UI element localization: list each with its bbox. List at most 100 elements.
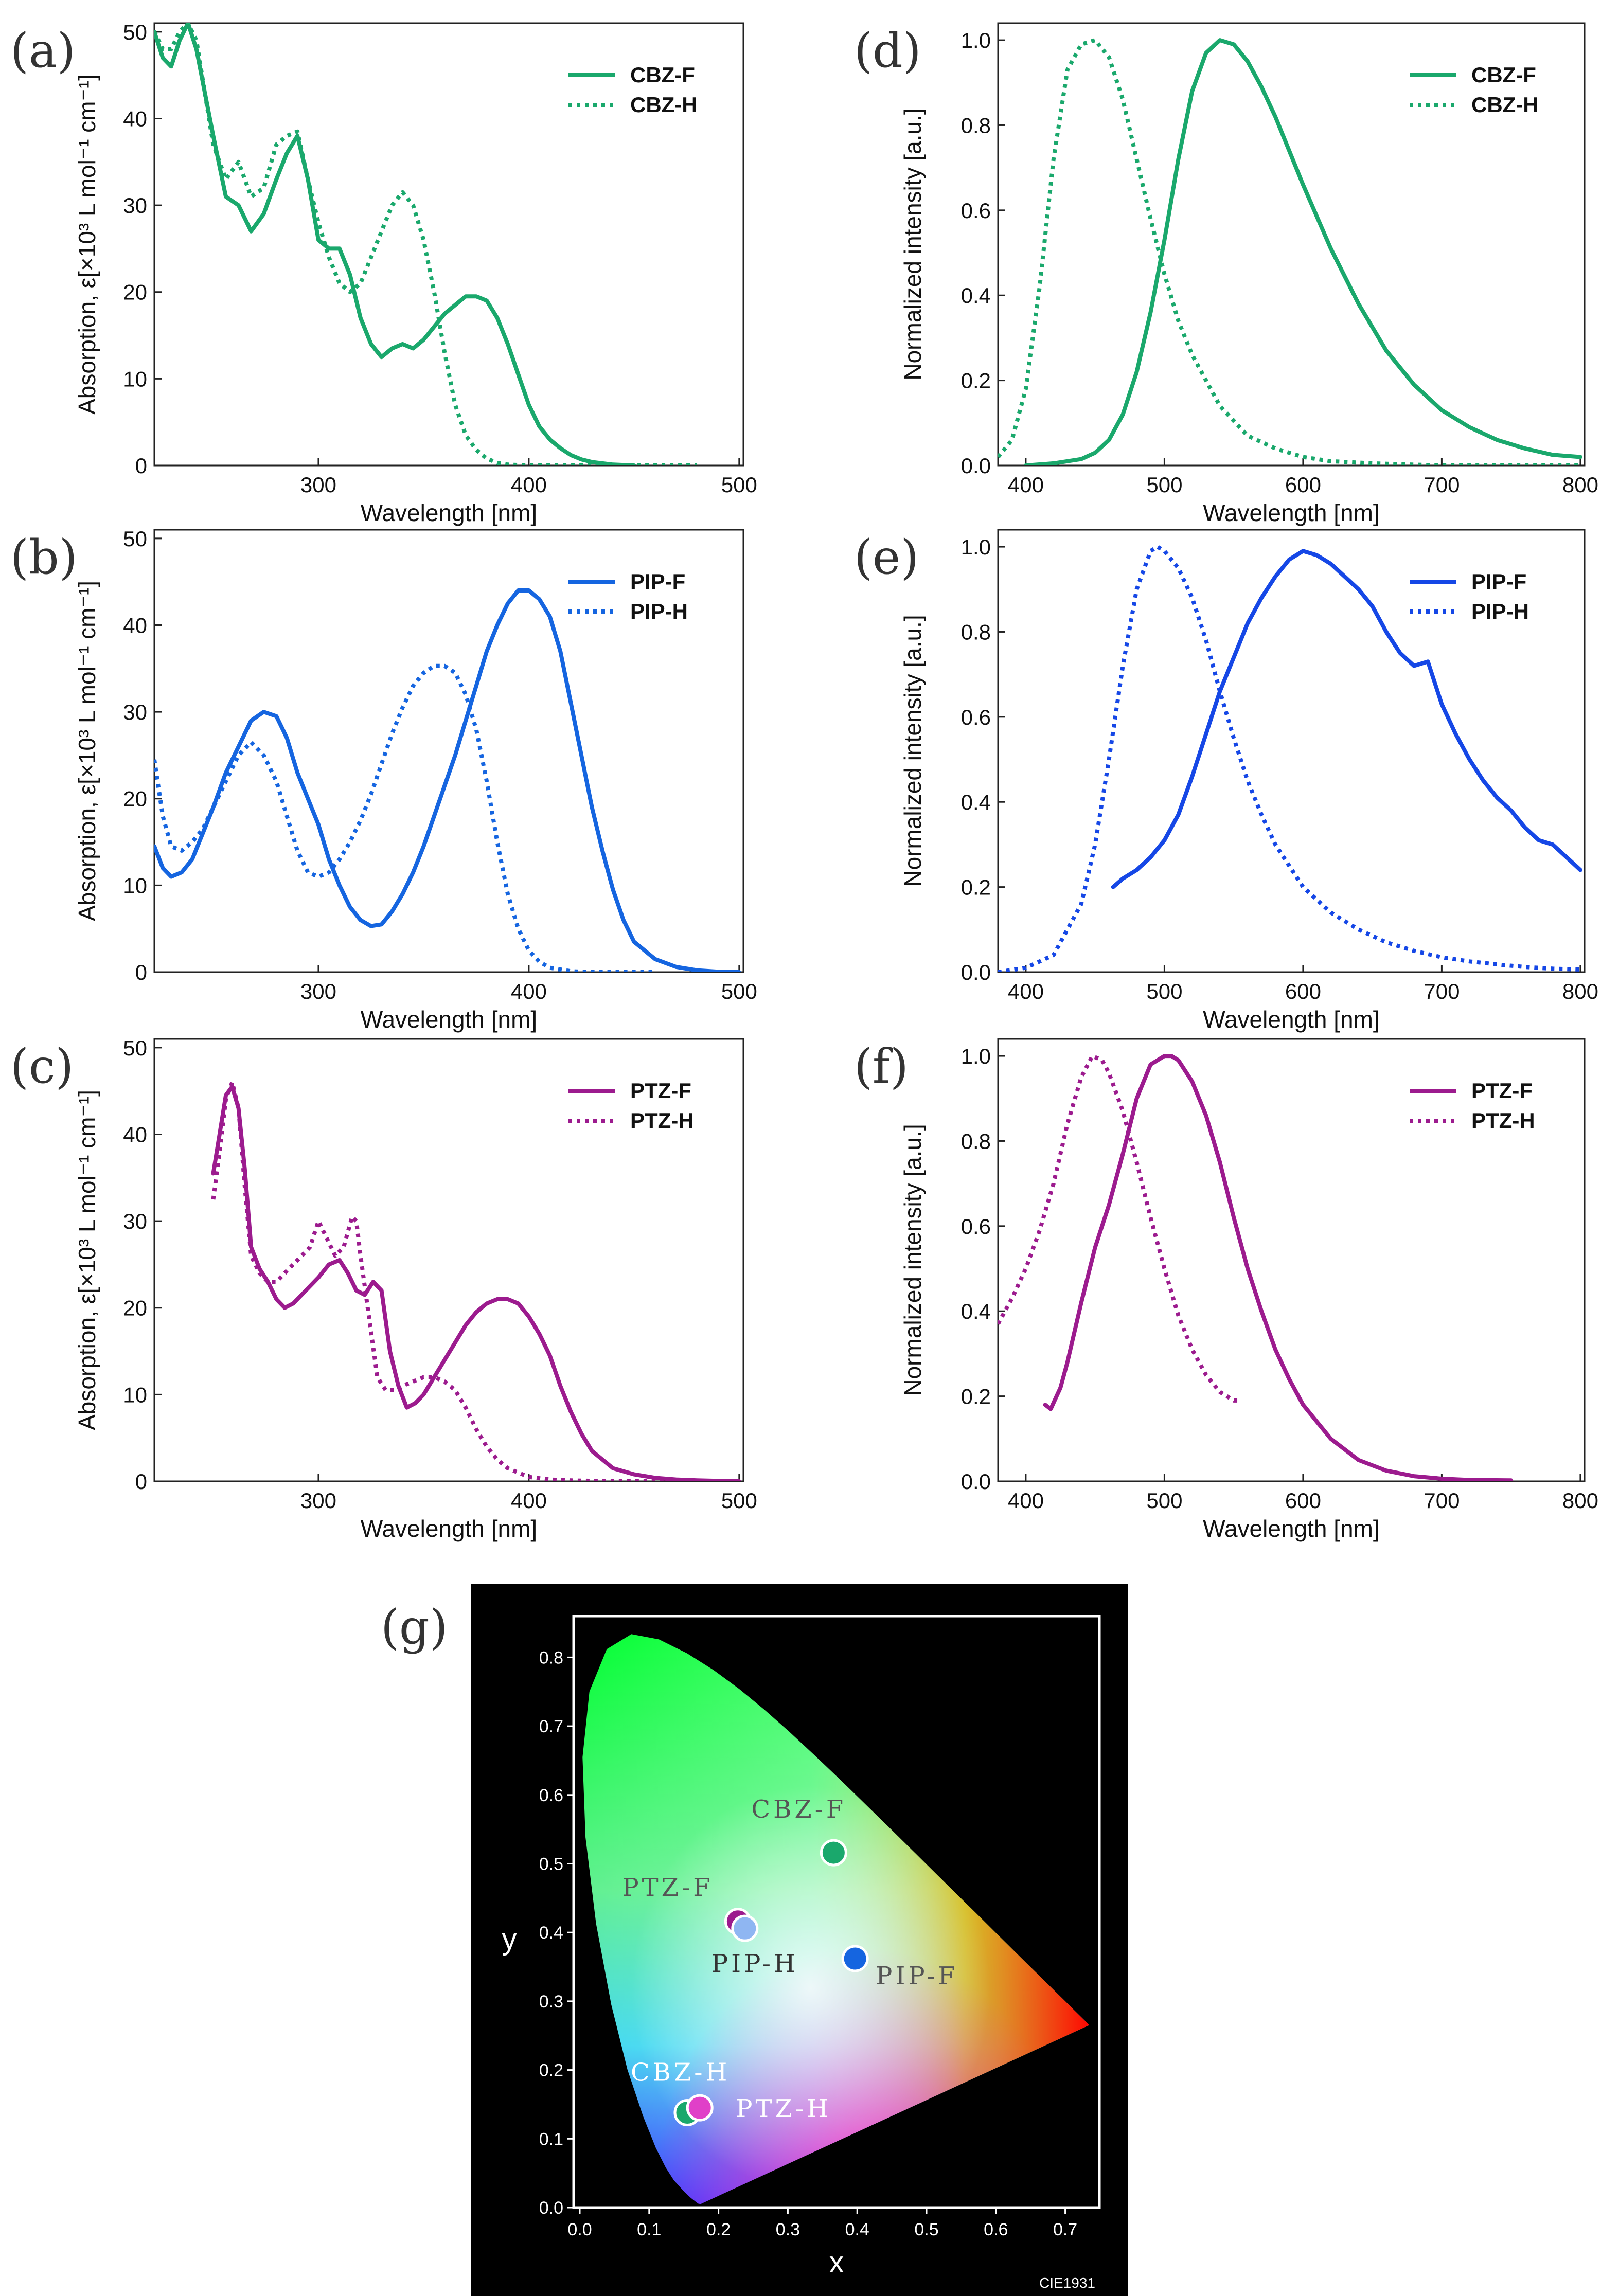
panel-b: (b) 300 400 500 0 10 20 30 40 50 Wavelength [nm] Ab… xyxy=(10,527,757,1033)
cie-y-tick-label: 0.3 xyxy=(539,1992,563,2012)
y-tick-label-e: 0.8 xyxy=(961,620,991,644)
x-tick-label-c: 500 xyxy=(721,1488,757,1513)
cie-y-tick-label: 0.1 xyxy=(539,2129,563,2149)
cie-point-ptz-h xyxy=(686,2094,714,2122)
panel-letter-g: (g) xyxy=(381,1600,448,1655)
y-tick-label-f: 0.0 xyxy=(961,1469,991,1494)
cie-diagram: (g) 0.0 0.1 0.2 0.3 0.4 0.5 0.6 0.7 0.0 0.1 0.2 0.3… xyxy=(381,1584,1128,2296)
y-tick-label-b: 0 xyxy=(135,960,147,984)
series-line-cbz-f xyxy=(154,23,636,465)
y-tick-label-f: 0.6 xyxy=(961,1214,991,1239)
y-tick-label-e: 0.4 xyxy=(961,790,991,814)
x-tick-label-b: 500 xyxy=(721,979,757,1003)
y-tick-label-b: 30 xyxy=(123,700,147,724)
y-tick-label-e: 0.2 xyxy=(961,875,991,900)
cie-y-tick-label: 0.8 xyxy=(539,1648,563,1667)
series-line-cbz-h xyxy=(998,38,1580,465)
legend-label-cbz-h: CBZ-H xyxy=(1471,93,1539,117)
x-tick-label-d: 400 xyxy=(1008,473,1044,497)
y-tick-label-a: 20 xyxy=(123,280,147,304)
legend-label-ptz-h: PTZ-H xyxy=(1471,1108,1535,1133)
plot-frame-a xyxy=(153,22,744,467)
plot-frame-b xyxy=(153,529,744,973)
x-tick-label-a: 300 xyxy=(300,473,336,497)
y-tick-label-b: 50 xyxy=(123,527,147,551)
series-line-ptz-f xyxy=(211,1084,741,1481)
cie-x-axis-label: x xyxy=(829,2246,844,2279)
y-axis-label-d: Normalized intensity [a.u.] xyxy=(899,108,926,380)
cie-y-tick-label: 0.4 xyxy=(539,1923,563,1943)
panel-letter-e: (e) xyxy=(854,530,919,585)
x-axis-label-c: Wavelength [nm] xyxy=(361,1515,537,1542)
x-tick-label-f: 500 xyxy=(1146,1488,1182,1513)
y-tick-label-c: 30 xyxy=(123,1209,147,1233)
cie-point-label-ptz-h: PTZ-H xyxy=(736,2094,831,2123)
cie-y-tick-label: 0.5 xyxy=(539,1855,563,1874)
y-tick-label-d: 0.6 xyxy=(961,199,991,223)
panel-e: (e) 400 500 600 700 800 0.0 0.2 0.4 0.6 0.8 1.0 Wave… xyxy=(854,529,1598,1033)
x-tick-label-e: 800 xyxy=(1562,979,1598,1003)
plot-frame-f xyxy=(997,1038,1586,1482)
y-tick-label-d: 0.4 xyxy=(961,283,991,308)
cie-x-tick-label: 0.0 xyxy=(567,2220,592,2239)
plot-frame-e xyxy=(997,529,1586,973)
cie-note: CIE1931 xyxy=(1039,2275,1095,2291)
series-line-ptz-f xyxy=(1043,1054,1514,1481)
y-tick-label-c: 40 xyxy=(123,1122,147,1146)
x-tick-label-a: 500 xyxy=(721,473,757,497)
x-tick-label-a: 400 xyxy=(511,473,547,497)
y-tick-label-c: 50 xyxy=(123,1036,147,1060)
x-tick-label-f: 800 xyxy=(1562,1488,1598,1513)
cie-y-tick-label: 0.6 xyxy=(539,1786,563,1805)
x-tick-label-e: 600 xyxy=(1285,979,1321,1003)
y-tick-label-c: 10 xyxy=(123,1383,147,1407)
panel-f: (f) 400 500 600 700 800 0.0 0.2 0.4 0.6 0.8 1.0 Wave… xyxy=(854,1038,1598,1542)
cie-point-pip-h xyxy=(731,1914,759,1942)
series-line-ptz-h xyxy=(211,1080,739,1481)
y-tick-label-e: 0.0 xyxy=(961,960,991,984)
legend-label-ptz-f: PTZ-F xyxy=(630,1079,691,1103)
series-line-pip-f xyxy=(1111,549,1582,889)
cie-x-tick-label: 0.4 xyxy=(845,2220,869,2239)
cie-y-tick-label: 0.2 xyxy=(539,2061,563,2080)
legend-label-ptz-f: PTZ-F xyxy=(1471,1079,1533,1103)
y-axis-label-a: Absorption, ε[×10³ L mol⁻¹ cm⁻¹] xyxy=(74,74,100,415)
y-tick-label-e: 1.0 xyxy=(961,535,991,559)
cie-ticks: 0.0 0.1 0.2 0.3 0.4 0.5 0.6 0.7 0.0 0.1 0.2 0.3 0.4 0… xyxy=(539,1648,1077,2239)
y-tick-label-b: 20 xyxy=(123,787,147,811)
panel-letter-a: (a) xyxy=(10,23,76,78)
y-tick-label-b: 10 xyxy=(123,873,147,898)
legend-label-pip-h: PIP-H xyxy=(1471,599,1529,623)
panel-d: (d) 400 500 600 700 800 0.0 0.2 0.4 0.6 0.8 1.0 Wave… xyxy=(854,22,1598,526)
y-tick-label-a: 10 xyxy=(123,367,147,391)
y-tick-label-f: 0.8 xyxy=(961,1129,991,1153)
panel-letter-f: (f) xyxy=(854,1039,909,1094)
x-tick-label-e: 700 xyxy=(1424,979,1460,1003)
x-tick-label-b: 400 xyxy=(511,979,547,1003)
y-tick-label-c: 20 xyxy=(123,1296,147,1320)
cie-x-tick-label: 0.6 xyxy=(984,2220,1008,2239)
x-tick-label-c: 400 xyxy=(511,1488,547,1513)
y-tick-label-d: 1.0 xyxy=(961,28,991,52)
x-axis-label-a: Wavelength [nm] xyxy=(361,499,537,526)
y-tick-label-c: 0 xyxy=(135,1469,147,1494)
cie-x-tick-label: 0.1 xyxy=(637,2220,661,2239)
cie-y-axis-label: y xyxy=(502,1923,517,1956)
y-tick-label-f: 1.0 xyxy=(961,1044,991,1068)
cie-x-tick-label: 0.7 xyxy=(1053,2220,1077,2239)
panel-letter-d: (d) xyxy=(854,23,921,78)
cie-point-label-cbz-h: CBZ-H xyxy=(631,2058,730,2087)
y-axis-label-b: Absorption, ε[×10³ L mol⁻¹ cm⁻¹] xyxy=(74,581,100,921)
series-line-pip-f xyxy=(154,588,741,972)
y-tick-label-a: 50 xyxy=(123,20,147,44)
x-tick-label-d: 500 xyxy=(1146,473,1182,497)
panel-c: (c) 300 400 500 0 10 20 30 40 50 Wavelength [nm] Ab… xyxy=(10,1036,757,1542)
legend-label-pip-h: PIP-H xyxy=(630,599,688,623)
series-line-pip-h xyxy=(998,545,1581,972)
x-tick-label-f: 700 xyxy=(1424,1488,1460,1513)
panel-letter-b: (b) xyxy=(10,530,78,585)
plot-frame-c xyxy=(153,1038,744,1482)
cie-y-tick-label: 0.0 xyxy=(539,2198,563,2218)
y-tick-label-e: 0.6 xyxy=(961,705,991,729)
